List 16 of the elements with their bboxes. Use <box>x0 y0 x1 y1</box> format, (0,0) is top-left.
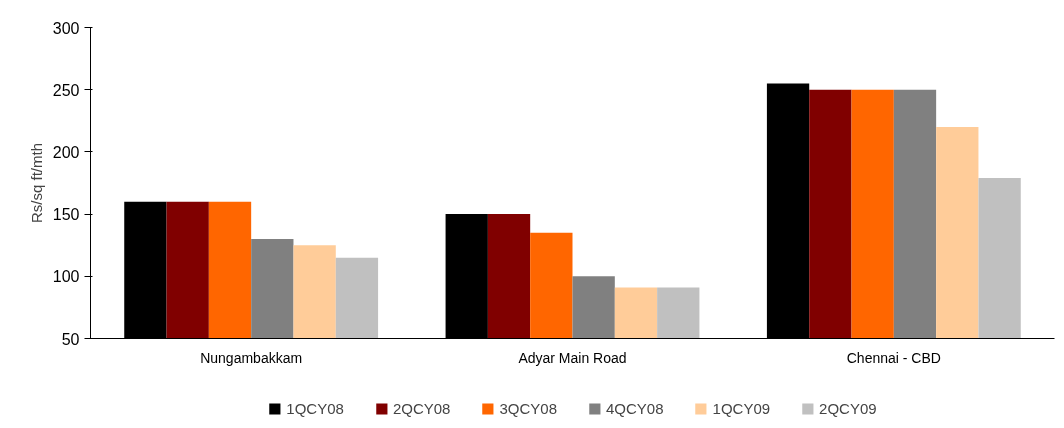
y-tick-label: 200 <box>52 143 80 161</box>
x-tick-label: Chennai - CBD <box>846 349 941 366</box>
legend-label: 3QCY08 <box>499 399 557 417</box>
y-tick-label: 300 <box>52 19 80 37</box>
legend-label: 2QCY08 <box>392 399 451 417</box>
legend-label: 2QCY09 <box>819 399 877 417</box>
y-tick-label: 150 <box>52 206 80 224</box>
x-tick-label: Nungambakkam <box>200 349 303 366</box>
y-axis-title: Rs/sq ft/mth <box>27 142 45 224</box>
x-tick-label: Adyar Main Road <box>518 349 627 366</box>
y-tick-label: 100 <box>52 268 80 286</box>
y-tick-label: 250 <box>52 81 80 99</box>
legend-label: 4QCY08 <box>606 399 664 417</box>
legend-label: 1QCY09 <box>712 399 771 417</box>
legend-label: 1QCY08 <box>286 399 344 417</box>
y-tick-label: 50 <box>61 330 80 348</box>
